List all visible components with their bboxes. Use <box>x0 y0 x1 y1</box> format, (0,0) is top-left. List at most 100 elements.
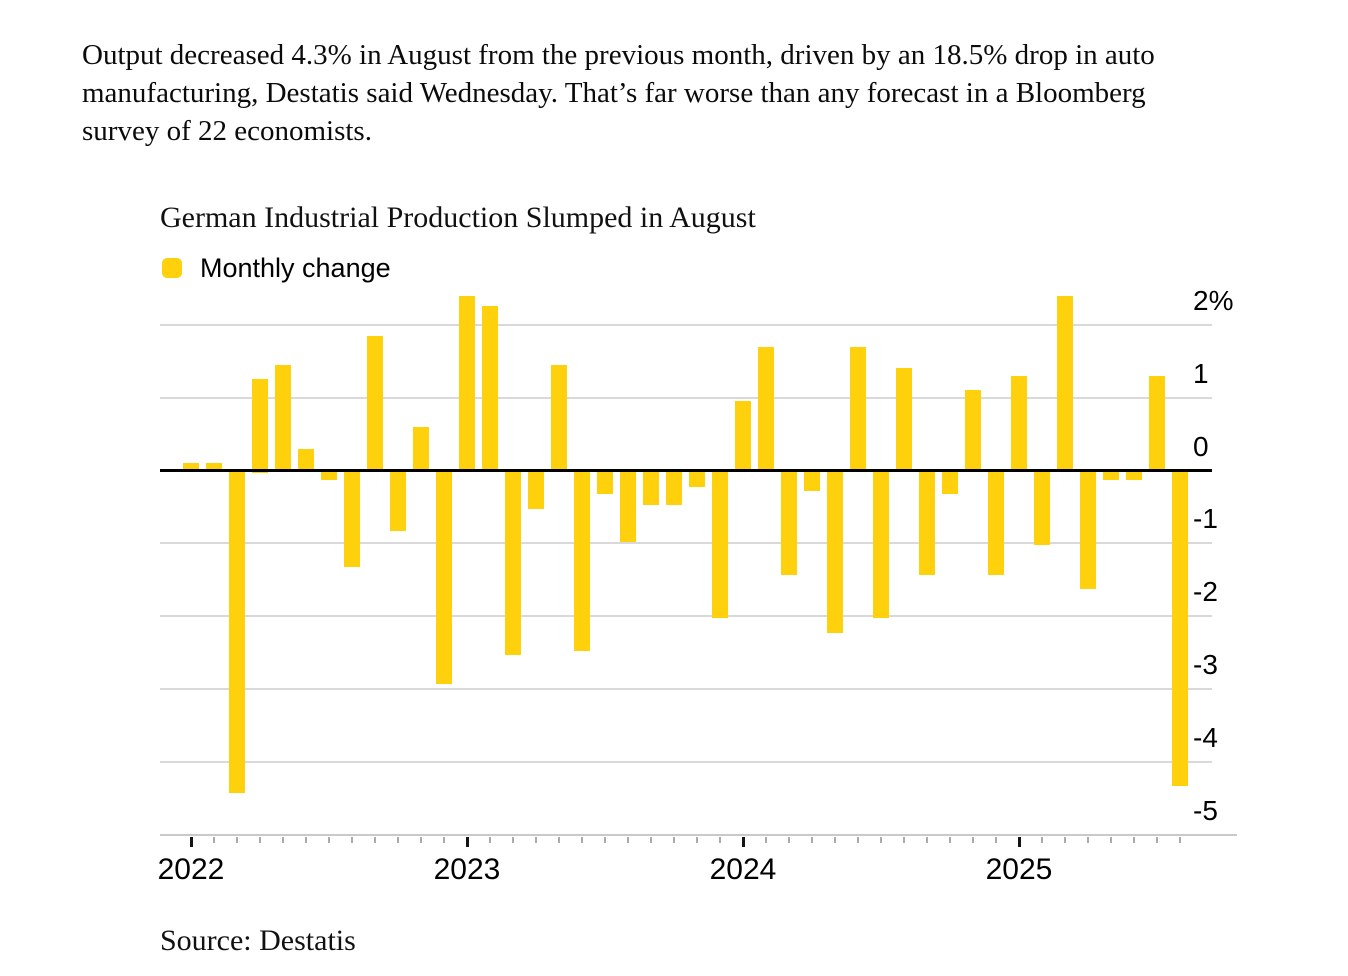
bar-aug-2025 <box>1172 470 1188 786</box>
paragraph-line: survey of 22 economists. <box>82 115 372 147</box>
bar-jun-2022 <box>298 448 314 473</box>
x-minor-tick-21 <box>673 837 675 843</box>
x-minor-tick-31 <box>903 837 905 843</box>
gridline--4 <box>160 761 1212 764</box>
x-minor-tick-22 <box>696 837 698 843</box>
x-minor-tick-15 <box>535 837 537 843</box>
bar-jun-2025 <box>1126 470 1142 480</box>
x-minor-tick-18 <box>604 837 606 843</box>
bar-may-2024 <box>827 470 843 633</box>
gridline-2 <box>160 323 1212 326</box>
bar-may-2022 <box>275 364 291 473</box>
x-minor-tick-30 <box>880 837 882 843</box>
x-minor-tick-7 <box>351 837 353 843</box>
bar-feb-2023 <box>482 306 498 473</box>
x-minor-tick-5 <box>305 837 307 843</box>
zero-baseline <box>160 469 1212 472</box>
gridline--2 <box>160 615 1212 618</box>
x-minor-tick-38 <box>1064 837 1066 843</box>
x-minor-tick-16 <box>558 837 560 843</box>
x-minor-tick-20 <box>650 837 652 843</box>
bar-mar-2024 <box>781 470 797 575</box>
y-tick-label-2: 2% <box>1193 284 1234 316</box>
bar-may-2023 <box>551 364 567 473</box>
bar-apr-2022 <box>252 379 268 473</box>
bar-jul-2023 <box>597 470 613 495</box>
bar-jan-2024 <box>735 401 751 473</box>
x-minor-tick-41 <box>1133 837 1135 843</box>
bar-dec-2023 <box>712 470 728 619</box>
bar-sep-2022 <box>367 335 383 473</box>
x-minor-tick-26 <box>788 837 790 843</box>
x-minor-tick-1 <box>213 837 215 843</box>
x-minor-tick-17 <box>581 837 583 843</box>
bar-mar-2025 <box>1057 295 1073 473</box>
bar-apr-2023 <box>528 470 544 509</box>
bar-mar-2023 <box>505 470 521 655</box>
source-credit: Source: Destatis <box>160 924 356 957</box>
x-minor-tick-13 <box>489 837 491 843</box>
bar-aug-2023 <box>620 470 636 542</box>
paragraph-line: manufacturing, Destatis said Wednesday. … <box>82 77 1146 109</box>
bar-jul-2022 <box>321 470 337 480</box>
bar-jun-2023 <box>574 470 590 652</box>
bar-aug-2024 <box>896 368 912 473</box>
x-minor-tick-39 <box>1087 837 1089 843</box>
x-year-label-2024: 2024 <box>709 853 777 886</box>
bar-jul-2025 <box>1149 375 1165 473</box>
bar-dec-2022 <box>436 470 452 684</box>
x-major-tick-36 <box>1017 837 1021 847</box>
intro-paragraph: Output decreased 4.3% in August from the… <box>82 36 1302 150</box>
x-minor-tick-32 <box>926 837 928 843</box>
bar-feb-2024 <box>758 346 774 473</box>
x-major-tick-0 <box>189 837 193 847</box>
y-tick-label--2: -2 <box>1193 576 1218 608</box>
bar-jan-2023 <box>459 295 475 473</box>
x-minor-tick-40 <box>1110 837 1112 843</box>
bar-dec-2024 <box>988 470 1004 575</box>
y-tick-label--3: -3 <box>1193 649 1218 681</box>
bar-jan-2022 <box>183 463 199 473</box>
x-minor-tick-23 <box>719 837 721 843</box>
x-minor-tick-3 <box>259 837 261 843</box>
chart-legend: Monthly change <box>162 253 391 283</box>
x-minor-tick-42 <box>1156 837 1158 843</box>
bar-feb-2025 <box>1034 470 1050 546</box>
bar-oct-2023 <box>666 470 682 506</box>
bar-apr-2024 <box>804 470 820 491</box>
x-minor-tick-27 <box>811 837 813 843</box>
y-tick-label--1: -1 <box>1193 503 1218 535</box>
bar-sep-2024 <box>919 470 935 575</box>
bar-nov-2022 <box>413 426 429 473</box>
bar-mar-2022 <box>229 470 245 794</box>
bar-nov-2023 <box>689 470 705 488</box>
bar-aug-2022 <box>344 470 360 568</box>
bar-jul-2024 <box>873 470 889 619</box>
bar-jun-2024 <box>850 346 866 473</box>
x-minor-tick-8 <box>374 837 376 843</box>
gridline--3 <box>160 688 1212 691</box>
x-minor-tick-11 <box>443 837 445 843</box>
x-year-label-2025: 2025 <box>985 853 1053 886</box>
gridline--1 <box>160 542 1212 545</box>
y-tick-label--5: -5 <box>1193 795 1218 826</box>
x-minor-tick-4 <box>282 837 284 843</box>
gridline-1 <box>160 396 1212 399</box>
bar-jan-2025 <box>1011 375 1027 473</box>
x-axis-line <box>160 834 1237 836</box>
x-minor-tick-33 <box>949 837 951 843</box>
x-minor-tick-29 <box>857 837 859 843</box>
x-minor-tick-43 <box>1179 837 1181 843</box>
x-minor-tick-19 <box>627 837 629 843</box>
bar-oct-2024 <box>942 470 958 495</box>
x-minor-tick-6 <box>328 837 330 843</box>
y-tick-label-1: 1 <box>1193 357 1209 389</box>
x-minor-tick-25 <box>765 837 767 843</box>
x-minor-tick-35 <box>995 837 997 843</box>
x-year-label-2022: 2022 <box>157 853 225 886</box>
y-tick-label-0: 0 <box>1193 430 1209 462</box>
bar-may-2025 <box>1103 470 1119 480</box>
bar-oct-2022 <box>390 470 406 531</box>
